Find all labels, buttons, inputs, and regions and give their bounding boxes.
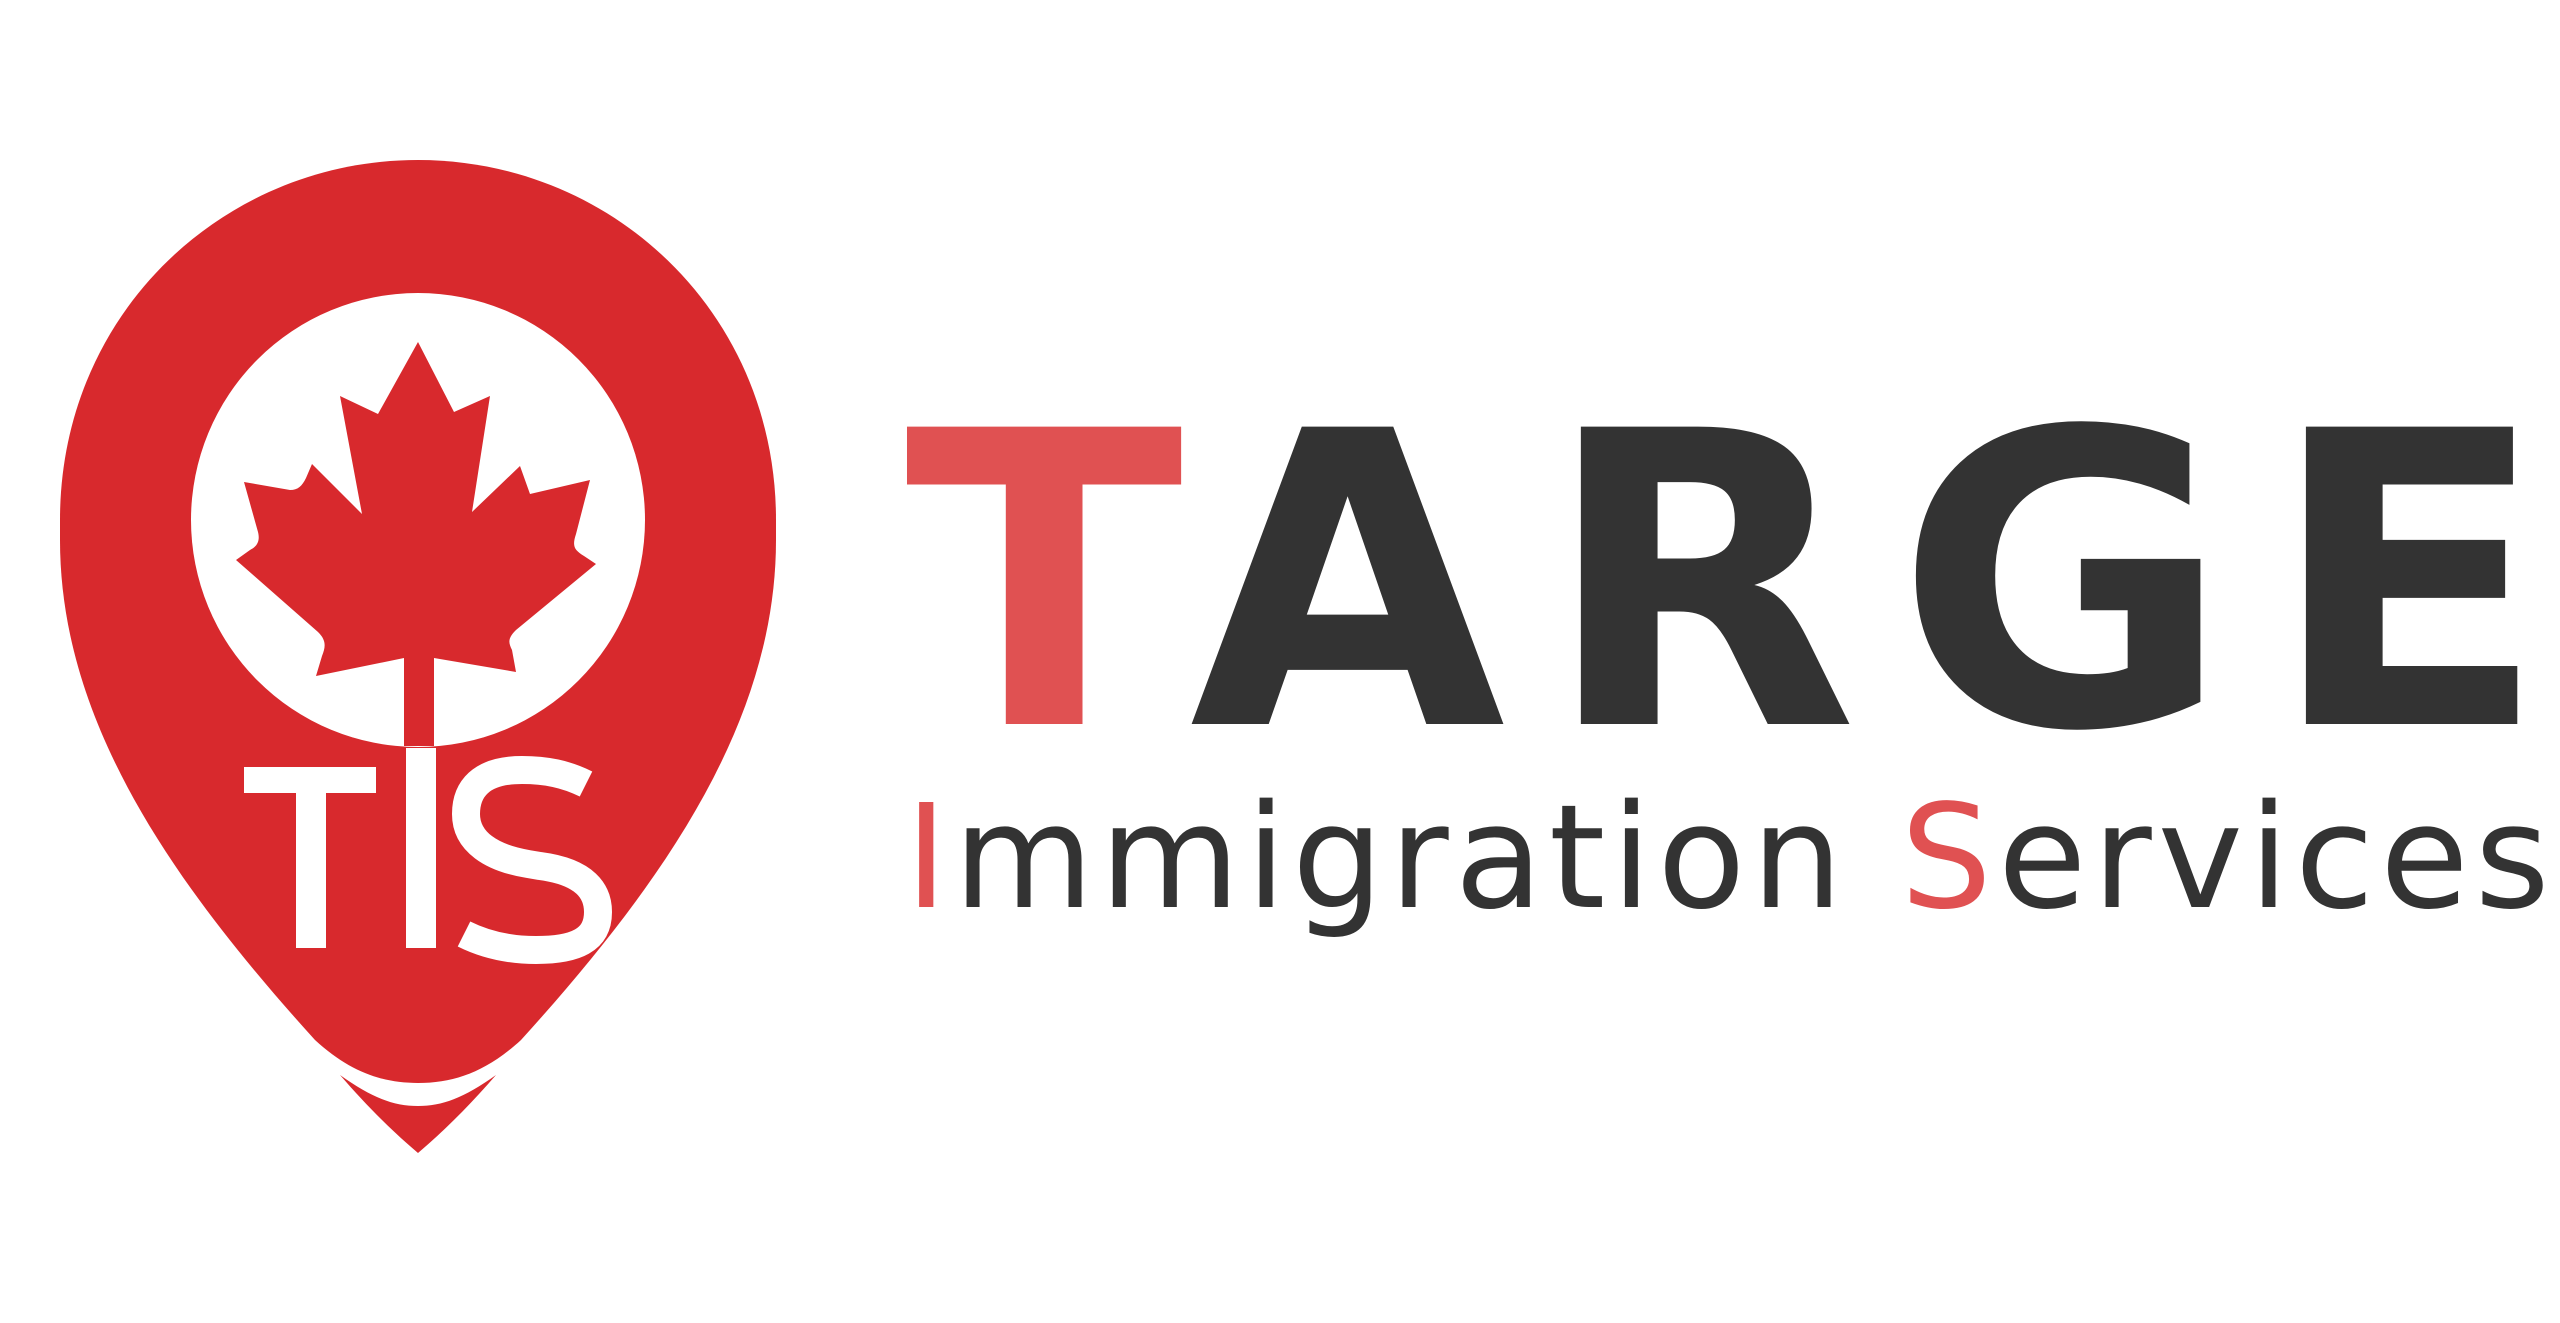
wordmark: TARGET Immigration Services <box>905 380 2560 940</box>
monogram-i <box>406 748 436 948</box>
brand-title-rest: ARGET <box>1189 346 2560 821</box>
tagline-word2-lead: S <box>1900 773 1998 941</box>
tagline-word1-rest: mmigration <box>953 773 1849 941</box>
tagline: Immigration Services <box>905 785 2550 929</box>
maple-leaf-icon <box>236 342 596 746</box>
brand-title: TARGET <box>905 380 2560 788</box>
monogram-s <box>451 755 613 965</box>
brand-title-lead-letter: T <box>905 346 1190 821</box>
monogram-t <box>244 767 376 948</box>
tagline-word2-rest: ervices <box>1997 773 2556 941</box>
pin-tip-icon <box>340 1075 496 1153</box>
tagline-word1-lead: I <box>905 773 954 941</box>
